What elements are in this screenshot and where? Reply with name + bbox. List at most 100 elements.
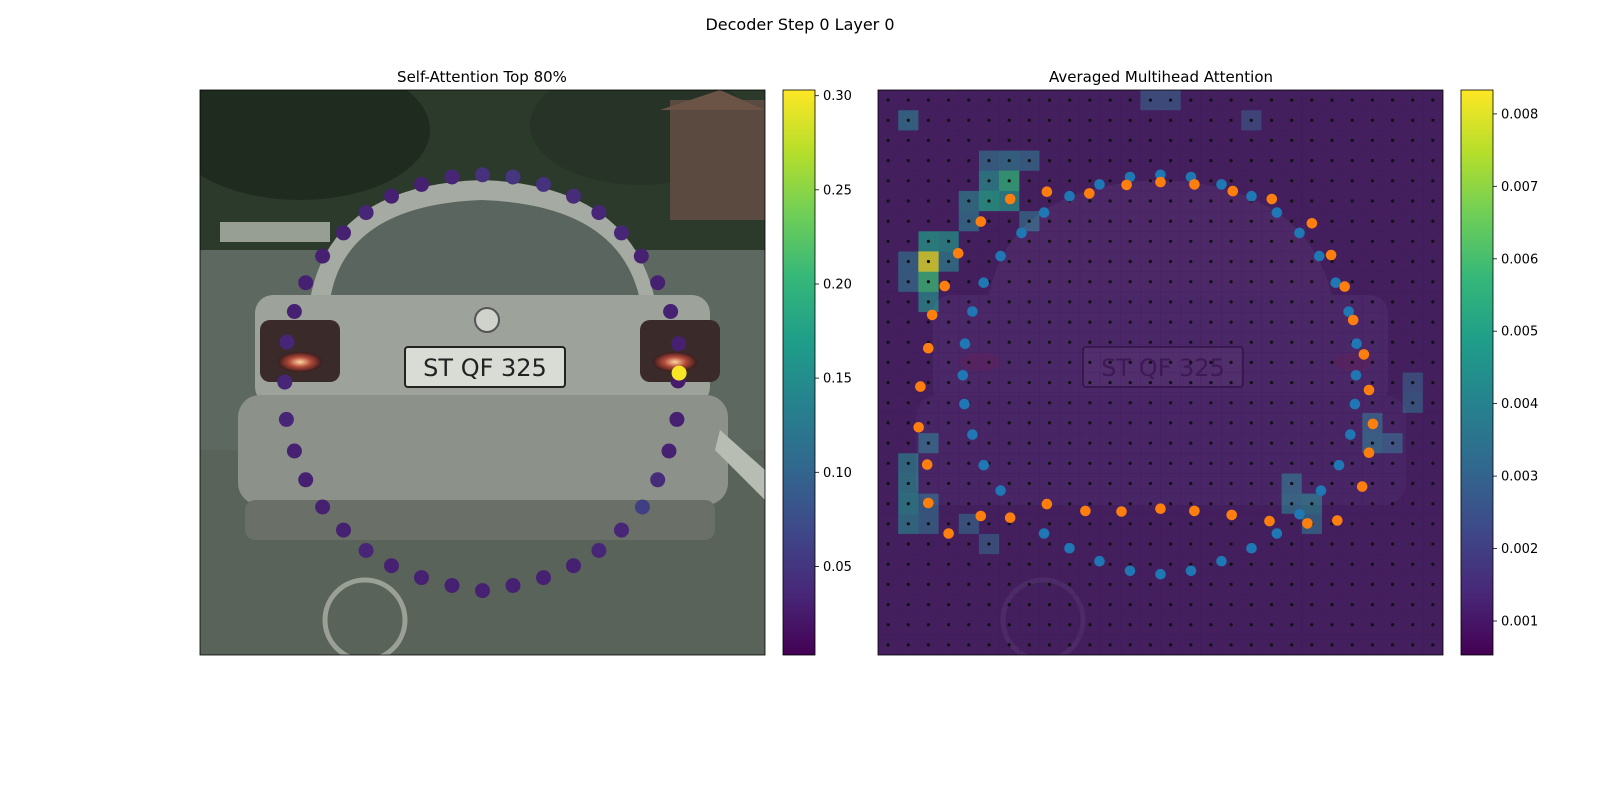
- grid-dot: [1350, 562, 1354, 566]
- grid-dot: [1370, 582, 1374, 587]
- grid-dot: [1169, 582, 1173, 587]
- grid-dot: [1047, 138, 1052, 142]
- grid-dot: [1249, 98, 1253, 102]
- grid-dot: [1310, 582, 1314, 587]
- multihead-attention-point-series-b: [1363, 384, 1375, 396]
- self-attention-colorbar-ticks: 0.05 0.10 0.15 0.20 0.25 0.30: [815, 89, 852, 575]
- self-attention-point: [384, 188, 399, 204]
- colorbar-tick-label: 0.20: [823, 278, 852, 293]
- grid-dot: [1249, 259, 1253, 264]
- grid-dot: [1290, 461, 1294, 465]
- grid-dot: [926, 542, 931, 546]
- multihead-attention-point-series-b: [1347, 314, 1359, 326]
- grid-dot: [1431, 320, 1435, 324]
- grid-dot: [1047, 381, 1052, 385]
- grid-dot: [1088, 582, 1092, 587]
- grid-dot: [1229, 401, 1233, 405]
- grid-dot: [947, 360, 951, 364]
- grid-dot: [987, 300, 991, 304]
- grid-dot: [987, 542, 991, 546]
- grid-dot: [1189, 401, 1193, 405]
- multihead-attention-point-series-a: [1345, 429, 1356, 440]
- grid-dot: [1350, 179, 1354, 183]
- multihead-attention-colorbar-gradient: [1460, 89, 1494, 656]
- grid-dot: [1350, 502, 1354, 506]
- grid-dot: [1229, 623, 1233, 627]
- grid-dot: [1431, 623, 1435, 627]
- grid-dot: [1209, 179, 1213, 183]
- self-attention-point: [536, 176, 551, 192]
- grid-dot: [1330, 421, 1334, 425]
- self-attention-point: [566, 188, 581, 204]
- colorbar-tick-label: 0.006: [1501, 252, 1538, 267]
- grid-dot: [886, 159, 890, 163]
- grid-dot: [1229, 118, 1233, 122]
- grid-dot: [926, 179, 931, 183]
- grid-dot: [926, 643, 931, 647]
- grid-dot: [1269, 401, 1274, 405]
- grid-dot: [1269, 340, 1274, 344]
- grid-dot: [947, 522, 951, 526]
- grid-dot: [1330, 320, 1334, 324]
- grid-dot: [1128, 259, 1132, 264]
- grid-dot: [967, 259, 971, 264]
- grid-dot: [886, 280, 890, 284]
- grid-dot: [1411, 562, 1415, 566]
- grid-dot: [1047, 98, 1052, 102]
- grid-dot: [1007, 502, 1011, 506]
- multihead-attention-point-series-a: [1216, 179, 1227, 190]
- grid-dot: [1007, 381, 1011, 385]
- grid-dot: [1027, 320, 1031, 324]
- grid-dot: [1249, 582, 1253, 587]
- grid-dot: [1431, 502, 1435, 506]
- grid-dot: [1411, 381, 1415, 385]
- multihead-attention-point-series-a: [957, 370, 969, 381]
- grid-dot: [926, 603, 931, 607]
- grid-dot: [987, 239, 991, 243]
- multihead-attention-point-series-a: [1094, 555, 1105, 567]
- multihead-attention-point-series-b: [1367, 418, 1379, 430]
- grid-dot: [1047, 643, 1052, 647]
- grid-dot: [1108, 441, 1112, 445]
- grid-dot: [1128, 138, 1132, 142]
- grid-dot: [1249, 562, 1253, 566]
- grid-dot: [1411, 360, 1415, 364]
- grid-dot: [906, 239, 910, 243]
- grid-dot: [1290, 643, 1294, 647]
- grid-dot: [1431, 259, 1435, 264]
- grid-dot: [1027, 340, 1031, 344]
- grid-dot: [1290, 159, 1294, 163]
- grid-dot: [906, 360, 910, 364]
- grid-dot: [1209, 441, 1213, 445]
- grid-dot: [1108, 461, 1112, 465]
- self-attention-point: [669, 411, 685, 427]
- grid-dot: [906, 502, 910, 506]
- grid-dot: [967, 300, 971, 304]
- grid-dot: [1007, 159, 1011, 163]
- grid-dot: [1350, 381, 1354, 385]
- grid-dot: [1431, 542, 1435, 546]
- grid-dot: [926, 522, 931, 526]
- grid-dot: [1189, 219, 1193, 223]
- grid-dot: [1148, 542, 1152, 546]
- grid-dot: [1088, 643, 1092, 647]
- grid-dot: [1350, 118, 1354, 122]
- self-attention-point: [591, 205, 607, 221]
- grid-dot: [1310, 98, 1314, 102]
- grid-dot: [1370, 280, 1374, 284]
- grid-dot: [886, 623, 890, 627]
- grid-dot: [926, 118, 931, 122]
- grid-dot: [947, 623, 951, 627]
- grid-dot: [1411, 199, 1415, 203]
- grid-dot: [1148, 401, 1152, 405]
- grid-dot: [1269, 179, 1274, 183]
- grid-dot: [906, 300, 910, 304]
- grid-dot: [1229, 421, 1233, 425]
- grid-dot: [1027, 542, 1031, 546]
- grid-dot: [1169, 179, 1173, 183]
- grid-dot: [1108, 603, 1112, 607]
- grid-dot: [1269, 582, 1274, 587]
- grid-dot: [1229, 461, 1233, 465]
- grid-dot: [1088, 461, 1092, 465]
- grid-dot: [1027, 280, 1031, 284]
